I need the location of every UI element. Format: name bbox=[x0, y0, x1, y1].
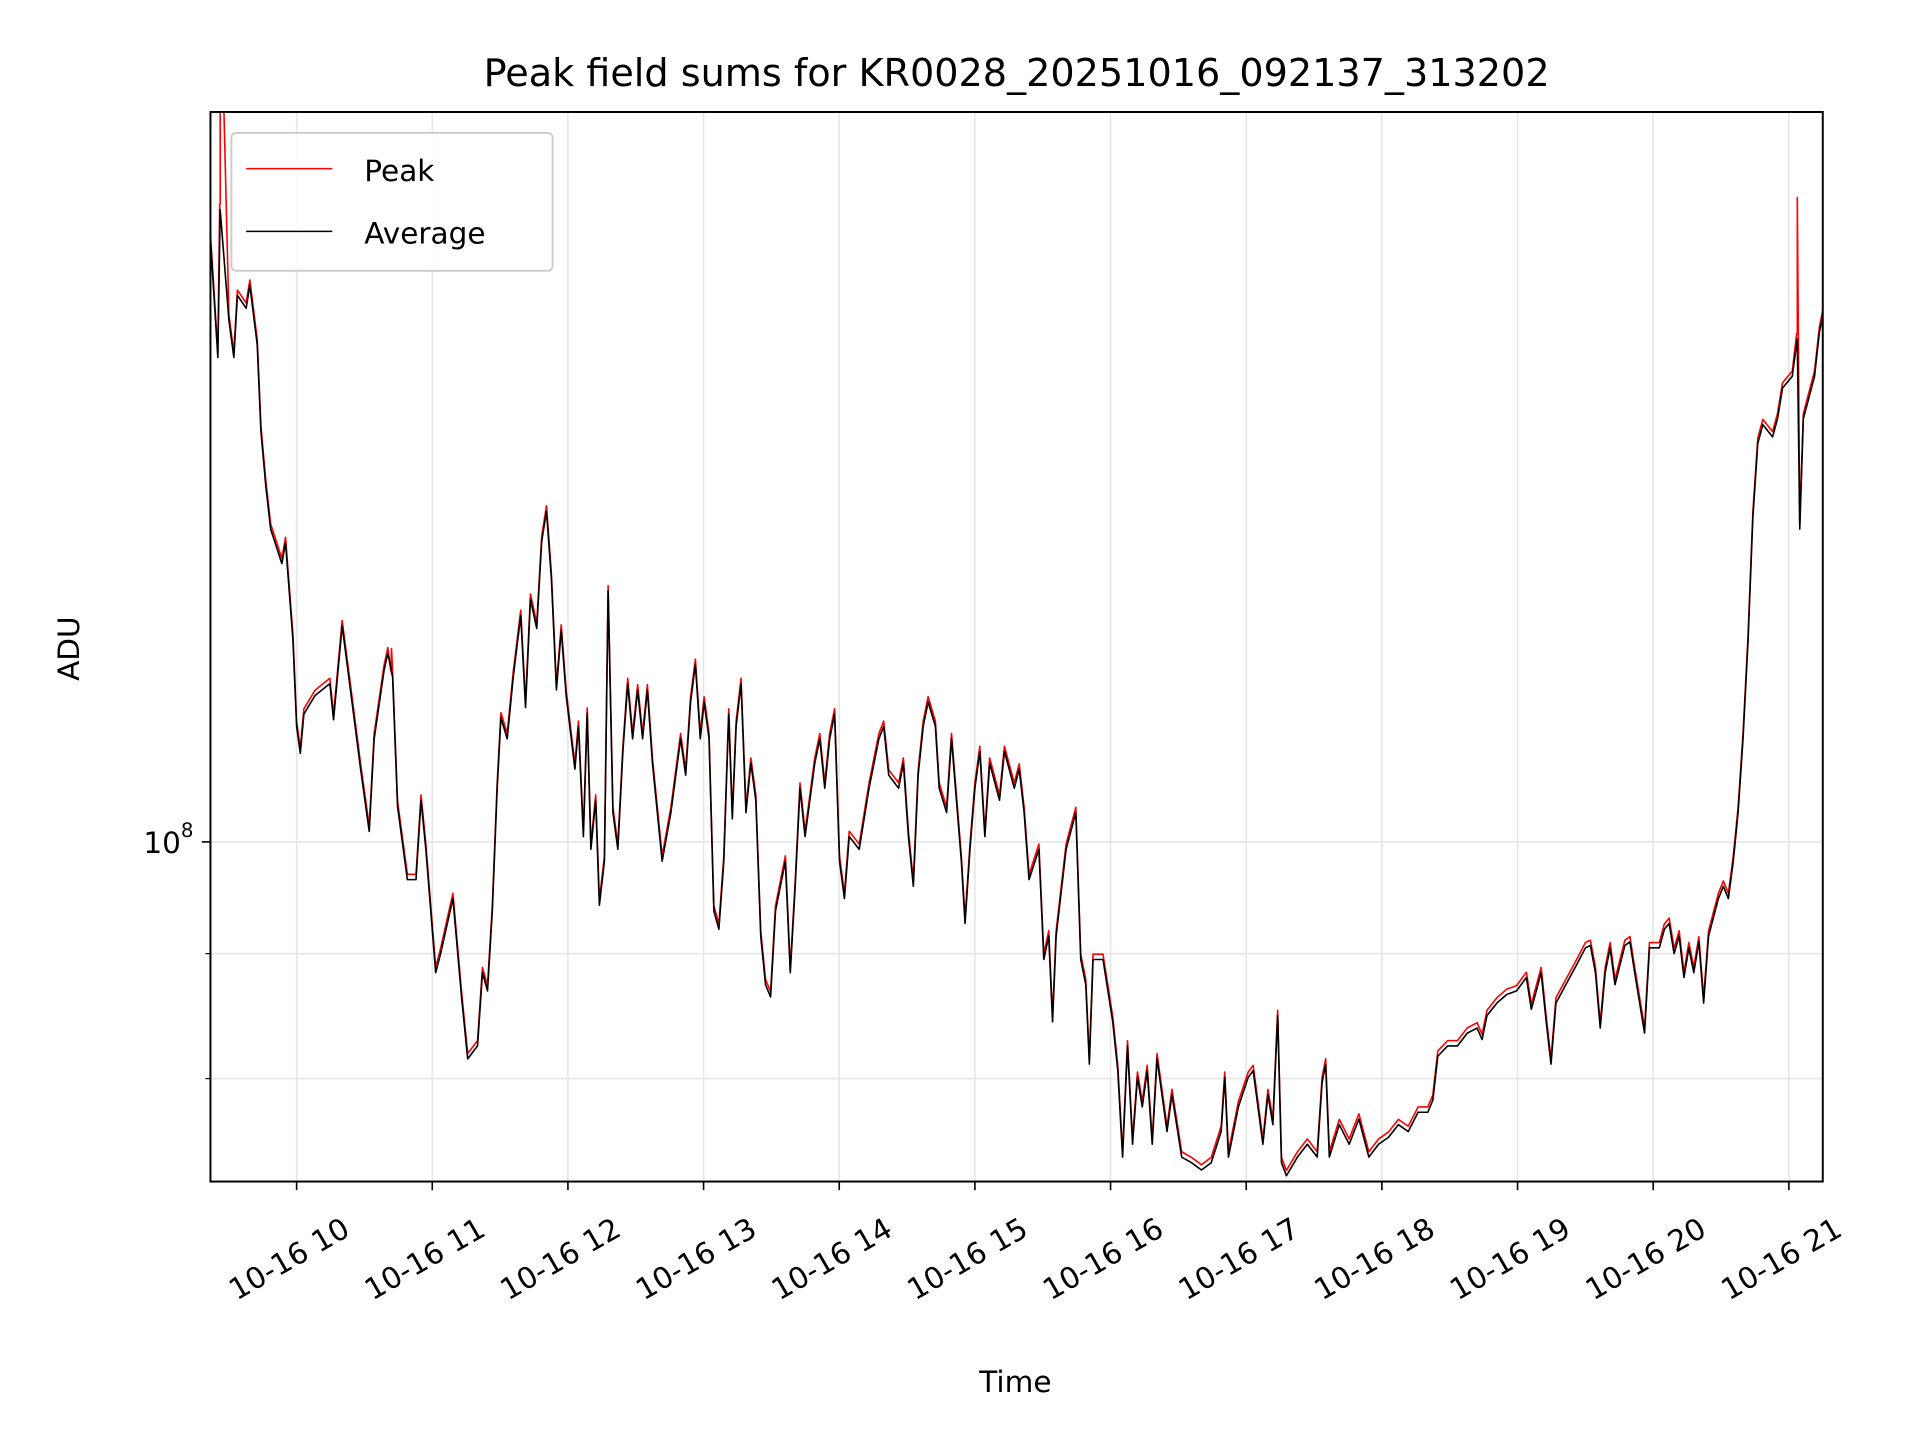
chart-title: Peak field sums for KR0028_20251016_0921… bbox=[484, 51, 1550, 95]
y-tick-label: 10 bbox=[143, 826, 181, 860]
legend-box bbox=[230, 131, 554, 272]
y-axis-label: ADU bbox=[52, 616, 86, 681]
legend-peak-label: Peak bbox=[364, 154, 434, 188]
y-axis-ticks: 10 8 bbox=[143, 819, 211, 1080]
average-line bbox=[210, 208, 1823, 1177]
plot-frame bbox=[209, 111, 1824, 1183]
plot-series bbox=[210, 112, 1823, 1177]
legend: Peak Average bbox=[230, 131, 554, 272]
gridlines bbox=[210, 112, 1823, 1182]
x-axis-label: Time bbox=[978, 1365, 1051, 1399]
y-tick-base: 10 bbox=[143, 826, 181, 860]
legend-average-label: Average bbox=[364, 217, 485, 251]
y-tick-exponent: 8 bbox=[181, 819, 194, 842]
